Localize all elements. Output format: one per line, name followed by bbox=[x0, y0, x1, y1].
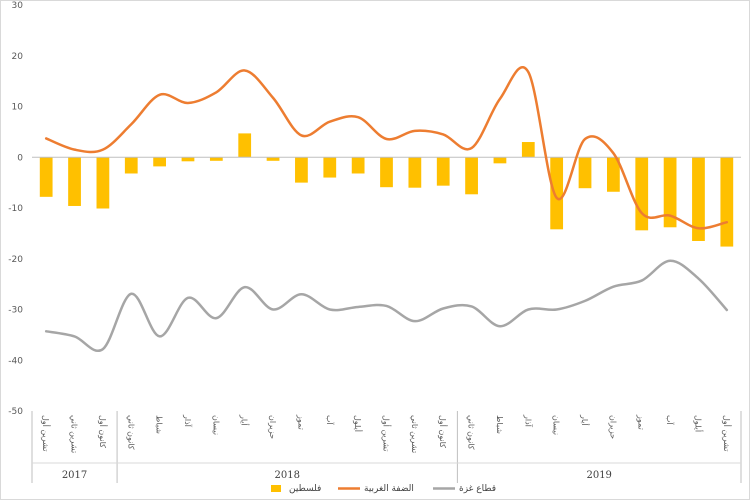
bar bbox=[153, 157, 167, 167]
y-tick-label: 20 bbox=[12, 52, 24, 62]
bar bbox=[68, 157, 81, 206]
legend-label: الضفة الغربية bbox=[364, 484, 414, 494]
series-line-1 bbox=[44, 259, 729, 352]
x-tick-label: حزيران bbox=[608, 415, 617, 439]
x-tick-label: آذار bbox=[183, 414, 193, 428]
x-tick-label: تشرين ثاني bbox=[410, 415, 419, 453]
x-axis: تشرين أول تشرين ثاني كانون أول كانون ثاني شب… bbox=[31, 411, 742, 483]
y-tick-label: 30 bbox=[12, 1, 24, 11]
x-tick-label: تشرين أول bbox=[382, 415, 392, 452]
x-tick-label: تشرين أول bbox=[722, 415, 732, 452]
legend-swatch bbox=[271, 485, 281, 492]
x-tick-label: آذار bbox=[523, 414, 533, 428]
x-tick-label: كانون ثاني bbox=[126, 415, 135, 450]
x-tick-label: أيار bbox=[580, 414, 590, 426]
series-line-0 bbox=[44, 66, 729, 230]
legend: فلسطين الضفة الغربية قطاع غزة bbox=[271, 484, 496, 494]
y-tick-label: -30 bbox=[8, 306, 23, 316]
bar bbox=[124, 157, 138, 174]
bar bbox=[578, 157, 592, 189]
bar bbox=[408, 157, 422, 188]
year-label: 2018 bbox=[275, 470, 300, 481]
bar bbox=[493, 157, 507, 164]
x-tick-label: كانون أول bbox=[438, 415, 448, 448]
bar bbox=[323, 157, 337, 178]
bar bbox=[380, 157, 393, 188]
bar bbox=[635, 157, 649, 231]
bar bbox=[39, 157, 53, 197]
bar bbox=[351, 157, 365, 174]
x-tick-label: حزيران bbox=[268, 415, 277, 439]
bar bbox=[720, 157, 734, 247]
line-series bbox=[44, 66, 729, 352]
bar bbox=[266, 157, 280, 161]
x-tick-label: نيسان bbox=[552, 415, 561, 435]
bar bbox=[465, 157, 478, 195]
x-tick-label: شباط bbox=[495, 415, 504, 434]
x-tick-label: تموز bbox=[637, 414, 646, 430]
legend-label: قطاع غزة bbox=[459, 484, 496, 494]
x-tick-label: آب bbox=[665, 415, 675, 426]
year-label: 2017 bbox=[62, 470, 87, 481]
bar bbox=[238, 133, 252, 158]
bar bbox=[521, 142, 535, 158]
bar bbox=[295, 157, 308, 183]
x-tick-label: تشرين أول bbox=[41, 415, 51, 452]
bar bbox=[606, 157, 620, 192]
y-tick-label: -50 bbox=[8, 407, 23, 417]
y-tick-label: -40 bbox=[8, 356, 23, 366]
x-tick-label: أيلول bbox=[353, 415, 363, 432]
bar bbox=[209, 157, 223, 161]
bar bbox=[96, 157, 110, 209]
bar-series-palestine bbox=[39, 133, 734, 247]
bar bbox=[436, 157, 450, 186]
x-tick-label: نيسان bbox=[211, 415, 220, 435]
x-tick-label: تشرين ثاني bbox=[70, 415, 79, 453]
y-tick-label: -10 bbox=[8, 204, 23, 214]
y-axis: 30 20 10 0 -10 -20 -30 -40 -50 bbox=[8, 1, 23, 417]
x-tick-label: كانون ثاني bbox=[467, 415, 476, 450]
year-label: 2019 bbox=[586, 470, 611, 481]
bar bbox=[663, 157, 677, 228]
x-tick-label: آب bbox=[325, 415, 335, 426]
legend-label: فلسطين bbox=[289, 484, 321, 494]
x-tick-label: أيار bbox=[240, 414, 250, 426]
x-tick-label: أيلول bbox=[693, 415, 703, 432]
x-tick-label: تموز bbox=[296, 414, 305, 430]
y-tick-label: 0 bbox=[17, 153, 23, 163]
y-tick-label: -20 bbox=[8, 255, 23, 265]
y-tick-label: 10 bbox=[12, 103, 24, 113]
x-tick-label: شباط bbox=[155, 415, 164, 434]
bar bbox=[181, 157, 195, 162]
x-tick-label: كانون أول bbox=[98, 415, 108, 448]
bar bbox=[692, 157, 705, 241]
bar bbox=[550, 157, 564, 230]
